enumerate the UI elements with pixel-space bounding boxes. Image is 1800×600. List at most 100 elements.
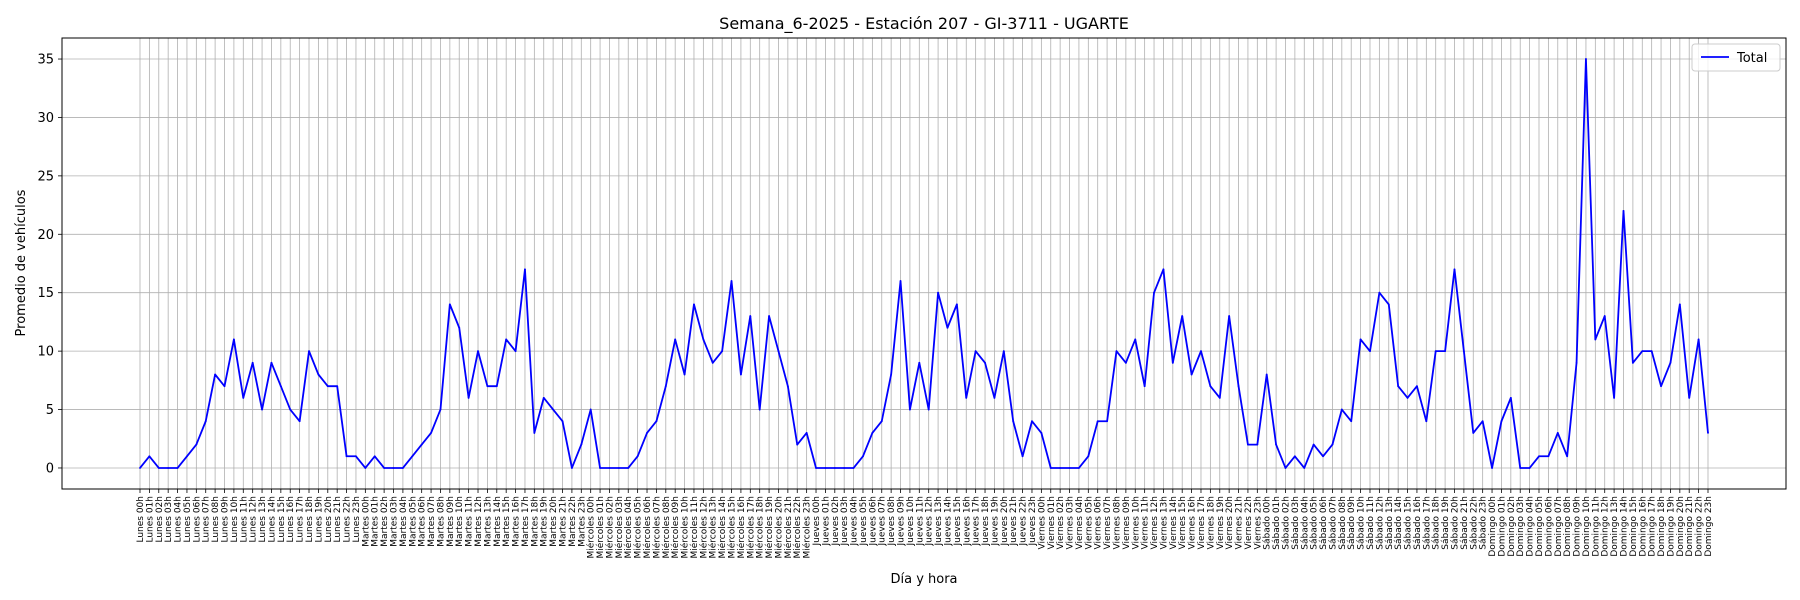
data-point xyxy=(1209,385,1212,388)
x-tick-label: Domingo 14h xyxy=(1619,496,1629,557)
data-point xyxy=(815,467,817,469)
plot-frame xyxy=(61,37,1787,490)
data-point xyxy=(1538,455,1540,458)
data-point xyxy=(1434,350,1437,353)
x-tick-label: Sábado 23h xyxy=(1479,496,1489,550)
data-point xyxy=(1528,467,1531,469)
data-point xyxy=(768,315,770,317)
data-point xyxy=(1284,467,1287,469)
x-tick-label: Domingo 03h xyxy=(1516,496,1526,557)
x-tick-label: Miércoles 09h xyxy=(670,496,681,559)
data-point xyxy=(1265,373,1268,376)
data-point xyxy=(589,408,592,411)
data-point xyxy=(1322,455,1324,458)
data-point xyxy=(730,280,733,282)
x-tick-label: Sábado 17h xyxy=(1422,496,1432,550)
data-point xyxy=(345,455,348,458)
data-point xyxy=(148,455,151,458)
data-point xyxy=(232,338,235,341)
x-tick-label: Miércoles 16h xyxy=(736,496,747,559)
data-point xyxy=(927,408,930,411)
x-tick-label: Lunes 09h xyxy=(221,496,231,543)
legend: Total xyxy=(1691,43,1781,72)
data-point xyxy=(1200,350,1202,353)
x-tick-label: Viernes 09h xyxy=(1122,496,1132,550)
x-tick-label: Miércoles 00h xyxy=(586,496,597,559)
x-tick-label: Sábado 02h xyxy=(1281,496,1291,550)
x-tick-label: Lunes 05h xyxy=(183,496,193,543)
data-point xyxy=(1472,432,1475,434)
data-point xyxy=(871,432,874,434)
data-point xyxy=(664,385,667,388)
data-point xyxy=(965,396,968,399)
x-tick-label: Jueves 18h xyxy=(981,496,991,546)
y-tick-label: 35 xyxy=(37,53,54,68)
y-tick-label: 10 xyxy=(37,345,54,360)
data-point xyxy=(786,385,789,388)
x-tick-label: Sábado 08h xyxy=(1338,496,1348,550)
x-tick-label: Miércoles 19h xyxy=(764,496,775,559)
data-point xyxy=(1228,315,1231,317)
data-point xyxy=(1021,455,1024,458)
x-tick-label: Viernes 11h xyxy=(1141,496,1151,550)
x-tick-label: Miércoles 04h xyxy=(623,496,634,559)
data-point xyxy=(777,350,780,353)
x-tick-label: Martes 14h xyxy=(493,496,503,547)
x-tick-label: Miércoles 13h xyxy=(708,496,719,559)
x-tick-label: Domingo 21h xyxy=(1685,496,1695,557)
x-tick-label: Domingo 20h xyxy=(1676,496,1686,557)
data-point xyxy=(1369,350,1371,353)
x-tick-label: Jueves 12h xyxy=(925,496,935,546)
data-point xyxy=(261,408,263,411)
x-tick-label: Domingo 10h xyxy=(1582,496,1592,557)
data-point xyxy=(1275,443,1277,446)
x-tick-label: Viernes 05h xyxy=(1084,496,1094,550)
data-point xyxy=(1594,338,1597,341)
x-tick-label: Sábado 22h xyxy=(1469,496,1479,550)
data-point xyxy=(1453,268,1456,271)
data-point xyxy=(1641,350,1644,353)
data-point xyxy=(1462,350,1465,353)
y-gridlines xyxy=(62,58,1786,469)
x-tick-label: Jueves 22h xyxy=(1019,496,1029,546)
data-point xyxy=(486,385,489,388)
data-point xyxy=(1481,420,1484,423)
x-tick-label: Domingo 19h xyxy=(1666,496,1676,557)
data-point xyxy=(646,432,648,434)
data-point xyxy=(937,291,939,294)
x-tick-label: Lunes 23h xyxy=(352,496,362,543)
data-point xyxy=(580,443,583,446)
data-point xyxy=(467,396,470,399)
x-tick-label: Jueves 06h xyxy=(868,496,878,546)
data-point xyxy=(796,443,799,446)
data-point xyxy=(167,467,170,469)
data-point xyxy=(1444,350,1447,353)
x-tick-label: Miércoles 12h xyxy=(698,496,709,559)
y-tick-label: 5 xyxy=(46,403,54,418)
x-tick-label: Miércoles 14h xyxy=(717,496,728,559)
x-tick-label: Viernes 02h xyxy=(1056,496,1066,550)
data-point xyxy=(1331,443,1334,446)
x-tick-label: Lunes 02h xyxy=(155,496,165,543)
data-point xyxy=(1622,210,1625,212)
x-tick-label: Miércoles 08h xyxy=(661,496,672,559)
data-point xyxy=(1556,432,1559,434)
data-point xyxy=(880,420,883,423)
x-tick-label: Viernes 23h xyxy=(1253,496,1263,550)
data-point xyxy=(721,350,724,353)
x-tick-label: Jueves 23h xyxy=(1028,496,1038,546)
data-point xyxy=(1218,396,1221,399)
x-tick-label: Miércoles 21h xyxy=(783,496,794,559)
x-tick-label: Miércoles 06h xyxy=(642,496,653,559)
x-tick-label: Jueves 00h xyxy=(812,496,822,546)
legend-label-total: Total xyxy=(1736,51,1767,66)
data-point xyxy=(1585,58,1587,60)
x-tick-label: Lunes 19h xyxy=(314,496,324,543)
data-point xyxy=(862,455,864,458)
legend-box xyxy=(1691,43,1781,72)
x-tick-label: Jueves 16h xyxy=(962,496,972,546)
data-point xyxy=(1190,373,1193,376)
data-point xyxy=(693,303,695,306)
y-tick-label: 20 xyxy=(37,228,54,243)
x-tick-label: Martes 07h xyxy=(427,496,437,547)
